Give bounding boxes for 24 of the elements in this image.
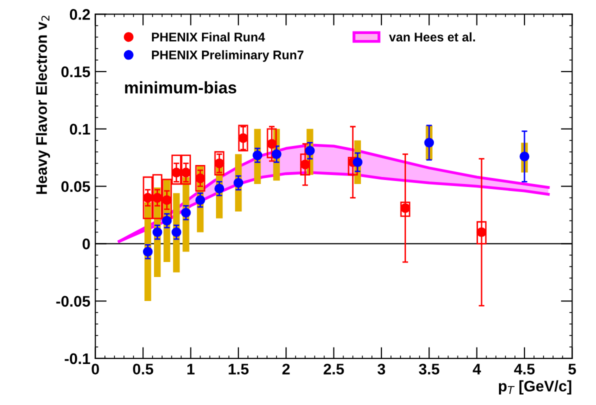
x-tick-label: 4.5 — [514, 364, 535, 375]
x-tick-label: 3.5 — [418, 364, 440, 375]
annotation: minimum-bias — [125, 81, 236, 94]
legend-label: PHENIX Final Run4 — [152, 32, 265, 42]
y-tick-label: 0.05 — [61, 181, 90, 192]
x-tick-label: 0 — [92, 364, 99, 375]
x-tick-label: 4 — [472, 364, 481, 374]
x-tick-label: 2 — [282, 364, 290, 374]
y-tick-label: 0.2 — [70, 9, 90, 20]
x-tick-label: 2.5 — [324, 364, 344, 375]
y-tick-label: 0 — [82, 238, 90, 250]
x-tick-label: 5 — [568, 364, 576, 375]
x-tick-label: 1.5 — [228, 364, 249, 375]
y-tick-label: 0.1 — [70, 124, 90, 135]
y-tick-label: -0.1 — [64, 353, 90, 364]
legend-label: van Hees et al. — [389, 32, 475, 42]
x-tick-label: 3 — [378, 364, 386, 375]
x-tick-label: 1 — [187, 364, 195, 374]
x-tick-label: 0.5 — [133, 364, 154, 375]
y-axis-title: Heavy Flavor Electron v$_{2}$ — [36, 16, 50, 194]
y-tick-label: -0.05 — [56, 296, 90, 307]
legend-label: PHENIX Preliminary Run7 — [152, 50, 304, 62]
y-tick-label: 0.15 — [61, 66, 90, 78]
x-axis-title: p$_{T}$ [GeV/c] — [498, 380, 572, 395]
